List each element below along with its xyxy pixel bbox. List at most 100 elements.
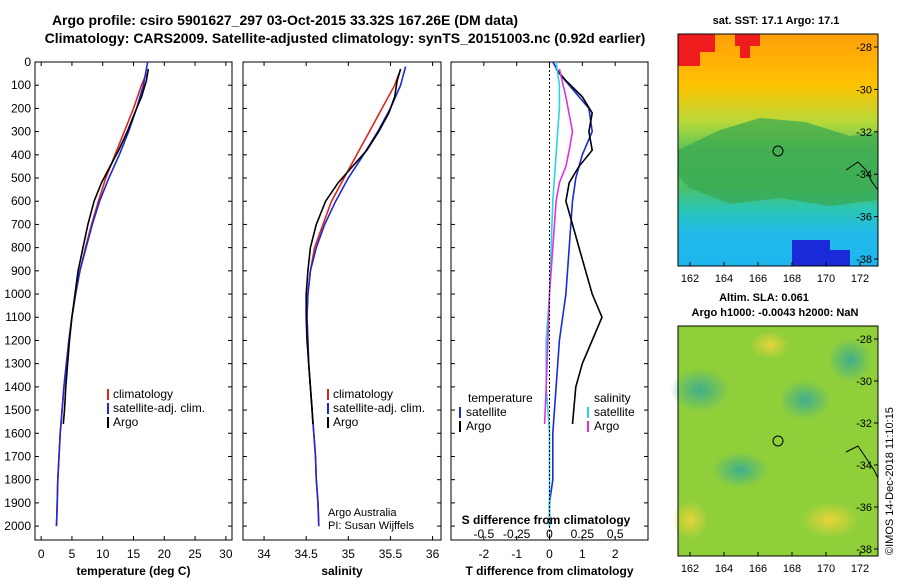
temperature-panel: 0100200300400500600700800900100011001200…	[4, 55, 233, 578]
temperature-legend-label: Argo	[113, 415, 139, 429]
temperature-xtick-label: 0	[38, 547, 45, 561]
credit-stamp: ©IMOS 14-Dec-2018 11:10:15	[884, 407, 896, 555]
salinity-xtick-label: 35.5	[379, 547, 403, 561]
salinity-legend-label: satellite-adj. clim.	[333, 401, 425, 415]
map-lat-tick-label: -34	[856, 460, 872, 472]
temperature-xtick-label: 10	[96, 547, 110, 561]
salinity-xtick-label: 34	[257, 547, 271, 561]
sla-map: Altim. SLA: 0.061 Argo h1000: -0.0043 h2…	[670, 292, 879, 575]
sla-coastline	[845, 445, 879, 479]
salinity-frame	[242, 61, 442, 541]
map-lon-tick-label: 164	[715, 563, 733, 575]
sst-cold-patch	[792, 240, 850, 266]
temperature-ytick-label: 800	[11, 241, 31, 255]
temperature-ytick-label: 900	[11, 264, 31, 278]
salinity-xlabel: salinity	[321, 564, 363, 578]
difference-xtick-label: 2	[612, 547, 619, 561]
sla-profile-marker	[772, 435, 784, 447]
map-lat-tick-label: -34	[856, 169, 872, 181]
map-lat-tick-label: -32	[856, 418, 872, 430]
difference-xtick-label: 1	[579, 547, 586, 561]
map-lat-tick-label: -36	[856, 502, 872, 514]
map-lon-tick-label: 164	[715, 273, 733, 285]
sst-map: sat. SST: 17.1 Argo: 17.1 -28 -30 -32 -34 -3…	[677, 15, 879, 285]
map-lat-tick-label: -30	[856, 376, 872, 388]
difference-xtick-label: -1	[511, 547, 522, 561]
temperature-ytick-label: 400	[11, 148, 31, 162]
map-lon-tick-label: 162	[681, 563, 699, 575]
sst-profile-marker	[772, 145, 784, 157]
temperature-series-satellite-adj-clim-	[55, 61, 149, 527]
sla-blob	[779, 380, 831, 420]
difference-legend-temperature-label: Argo	[466, 419, 492, 433]
sla-blob	[670, 368, 730, 412]
map-lon-tick-label: 172	[851, 273, 869, 285]
difference-xlabel: T difference from climatology	[465, 564, 633, 578]
salinity-annotation: PI: Susan Wijffels	[328, 520, 414, 532]
title-line-2: Climatology: CARS2009. Satellite-adjuste…	[45, 30, 646, 46]
difference-legend-salinity-heading: salinity	[594, 391, 631, 405]
sst-lon-ticks: 162 164 166 168 170 172	[681, 262, 869, 285]
difference-series-temperature-argo	[555, 68, 603, 425]
difference-series-salinity-argo	[543, 68, 574, 425]
temperature-ytick-label: 700	[11, 217, 31, 231]
salinity-series-argo	[305, 68, 402, 425]
salinity-legend-label: Argo	[333, 415, 359, 429]
difference-panel: -2 -1 0 1 2 T difference from climatology S di…	[450, 61, 649, 578]
temperature-ytick-label: 0	[24, 55, 31, 69]
sst-warm-patch	[678, 34, 715, 66]
sst-map-title: sat. SST: 17.1 Argo: 17.1	[713, 15, 840, 27]
temperature-ytick-label: 1600	[4, 426, 31, 440]
map-lat-tick-label: -30	[856, 84, 872, 96]
temperature-ytick-label: 500	[11, 171, 31, 185]
map-lon-tick-label: 166	[749, 273, 767, 285]
temperature-xtick-label: 25	[188, 547, 202, 561]
sst-cool-band	[678, 118, 878, 206]
salinity-series-climatology	[306, 73, 400, 527]
difference-legend-salinity-label: Argo	[594, 419, 620, 433]
temperature-ytick-label: 1200	[4, 333, 31, 347]
map-lat-tick-label: -38	[856, 254, 872, 266]
temperature-ytick-label: 300	[11, 125, 31, 139]
sst-map-frame	[677, 33, 879, 267]
sla-map-title-1: Altim. SLA: 0.061	[719, 292, 809, 304]
map-lon-tick-label: 168	[783, 563, 801, 575]
temperature-ytick-label: 1300	[4, 357, 31, 371]
map-lon-tick-label: 170	[817, 563, 835, 575]
temperature-ytick-label: 100	[11, 78, 31, 92]
map-lon-tick-label: 172	[851, 563, 869, 575]
temperature-ytick-label: 200	[11, 101, 31, 115]
sla-blob	[750, 331, 790, 359]
difference-s-tick-label: -0.5	[473, 527, 494, 541]
sla-lat-ticks: -28 -30 -32 -34 -36 -38	[856, 334, 878, 556]
salinity-annotation: Argo Australia	[328, 507, 397, 519]
temperature-xtick-label: 5	[69, 547, 76, 561]
sla-map-frame	[677, 325, 879, 557]
sla-blob	[672, 500, 708, 540]
temperature-series-climatology	[55, 73, 148, 527]
sst-warm-patch-2	[735, 34, 760, 58]
salinity-panel: 34 34.5 35 35.5 36 salinity climatologysatelli…	[242, 61, 442, 578]
map-lon-tick-label: 166	[749, 563, 767, 575]
sla-map-title-2: Argo h1000: -0.0043 h2000: NaN	[692, 307, 859, 319]
map-lat-tick-label: -28	[856, 42, 872, 54]
temperature-xtick-label: 20	[158, 547, 172, 561]
difference-s-axis-label: S difference from climatology	[462, 513, 631, 527]
map-lon-tick-label: 170	[817, 273, 835, 285]
temperature-ytick-label: 1900	[4, 496, 31, 510]
sla-lon-ticks: 162 164 166 168 170 172	[681, 552, 869, 575]
temperature-legend-label: climatology	[113, 387, 173, 401]
sst-lat-ticks: -28 -30 -32 -34 -36 -38	[856, 42, 878, 266]
temperature-ytick-label: 1000	[4, 287, 31, 301]
temperature-frame	[34, 61, 233, 541]
salinity-legend-label: climatology	[333, 387, 393, 401]
sla-blob	[800, 502, 860, 538]
map-lat-tick-label: -36	[856, 212, 872, 224]
map-lon-tick-label: 168	[783, 273, 801, 285]
salinity-xtick-label: 36	[426, 547, 440, 561]
salinity-xtick-label: 34.5	[295, 547, 319, 561]
difference-series-salinity-satellite	[545, 61, 561, 527]
temperature-ytick-label: 1400	[4, 380, 31, 394]
